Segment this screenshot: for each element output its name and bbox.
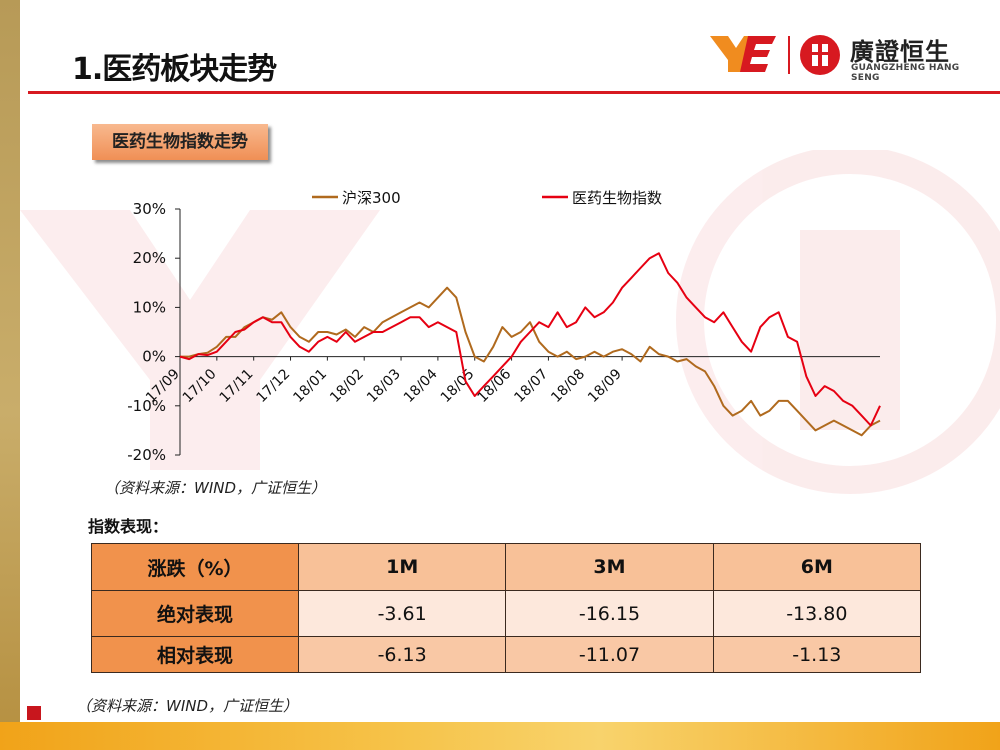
- y-tick-label: 20%: [133, 249, 166, 267]
- logo-name-en: GUANGZHENG HANG SENG: [851, 63, 960, 83]
- header-cell: 涨跌（%）: [91, 543, 299, 591]
- x-tick-label: 17/12: [254, 366, 294, 406]
- table-header-row: 涨跌（%） 1M 3M 6M: [91, 543, 922, 591]
- chart-source-note: （资料来源：WIND，广证恒生）: [104, 479, 327, 497]
- x-tick-label: 17/11: [217, 366, 257, 406]
- x-tick-label: 18/08: [548, 366, 588, 406]
- header-cell: 1M: [297, 543, 507, 591]
- company-logo: 廣證恒生 GUANGZHENG HANG SENG: [710, 30, 970, 83]
- x-tick-label: 18/03: [364, 366, 404, 406]
- table-cell: -13.80: [712, 590, 922, 637]
- x-tick-label: 18/02: [327, 366, 367, 406]
- y-tick-label: 30%: [133, 200, 166, 218]
- table-cell: -16.15: [505, 590, 714, 637]
- table-cell: -1.13: [712, 636, 922, 673]
- x-tick-label: 18/01: [290, 366, 330, 406]
- left-decor-bar: [0, 0, 20, 750]
- table-cell: -3.61: [297, 590, 507, 637]
- legend-label: 沪深300: [342, 189, 401, 207]
- performance-table: 涨跌（%） 1M 3M 6M 绝对表现 -3.61 -16.15 -13.80 …: [91, 543, 922, 673]
- section-tag: 医药生物指数走势: [92, 124, 268, 160]
- y-tick-label: -10%: [127, 397, 166, 415]
- table-cell: -11.07: [505, 636, 714, 673]
- header-cell: 6M: [712, 543, 922, 591]
- x-tick-label: 18/06: [475, 366, 515, 406]
- series-line: [180, 286, 881, 437]
- title-underline: [28, 91, 1000, 94]
- x-tick-label: 18/09: [585, 366, 625, 406]
- y-tick-label: 10%: [133, 298, 166, 316]
- red-square-marker: [27, 706, 41, 720]
- x-tick-label: 18/04: [401, 366, 441, 406]
- logo-separator: [788, 36, 790, 74]
- row-label: 绝对表现: [91, 590, 299, 637]
- x-tick-label: 18/05: [438, 366, 478, 406]
- series-line: [179, 252, 881, 427]
- x-tick-label: 17/10: [180, 366, 220, 406]
- table-cell: -6.13: [297, 636, 507, 673]
- legend-label: 医药生物指数: [572, 189, 662, 207]
- row-label: 相对表现: [91, 636, 299, 673]
- page-title: 1.医药板块走势: [72, 52, 277, 87]
- y-tick-label: -20%: [127, 446, 166, 464]
- seal-icon: [800, 35, 840, 75]
- table-source-note: （资料来源：WIND，广证恒生）: [76, 697, 299, 715]
- table-row: 相对表现 -6.13 -11.07 -1.13: [91, 636, 922, 673]
- bottom-decor-band: [0, 722, 1000, 750]
- table-heading: 指数表现：: [88, 517, 169, 536]
- logo-name-cn: 廣證恒生: [850, 38, 950, 66]
- x-tick-label: 18/07: [511, 366, 551, 406]
- table-row: 绝对表现 -3.61 -16.15 -13.80: [91, 590, 922, 637]
- line-chart: 30%20%10%0%-10%-20%17/0917/1017/1117/121…: [127, 189, 881, 464]
- header-cell: 3M: [505, 543, 714, 591]
- y-tick-label: 0%: [142, 348, 166, 366]
- ye-logo-icon: [710, 36, 776, 72]
